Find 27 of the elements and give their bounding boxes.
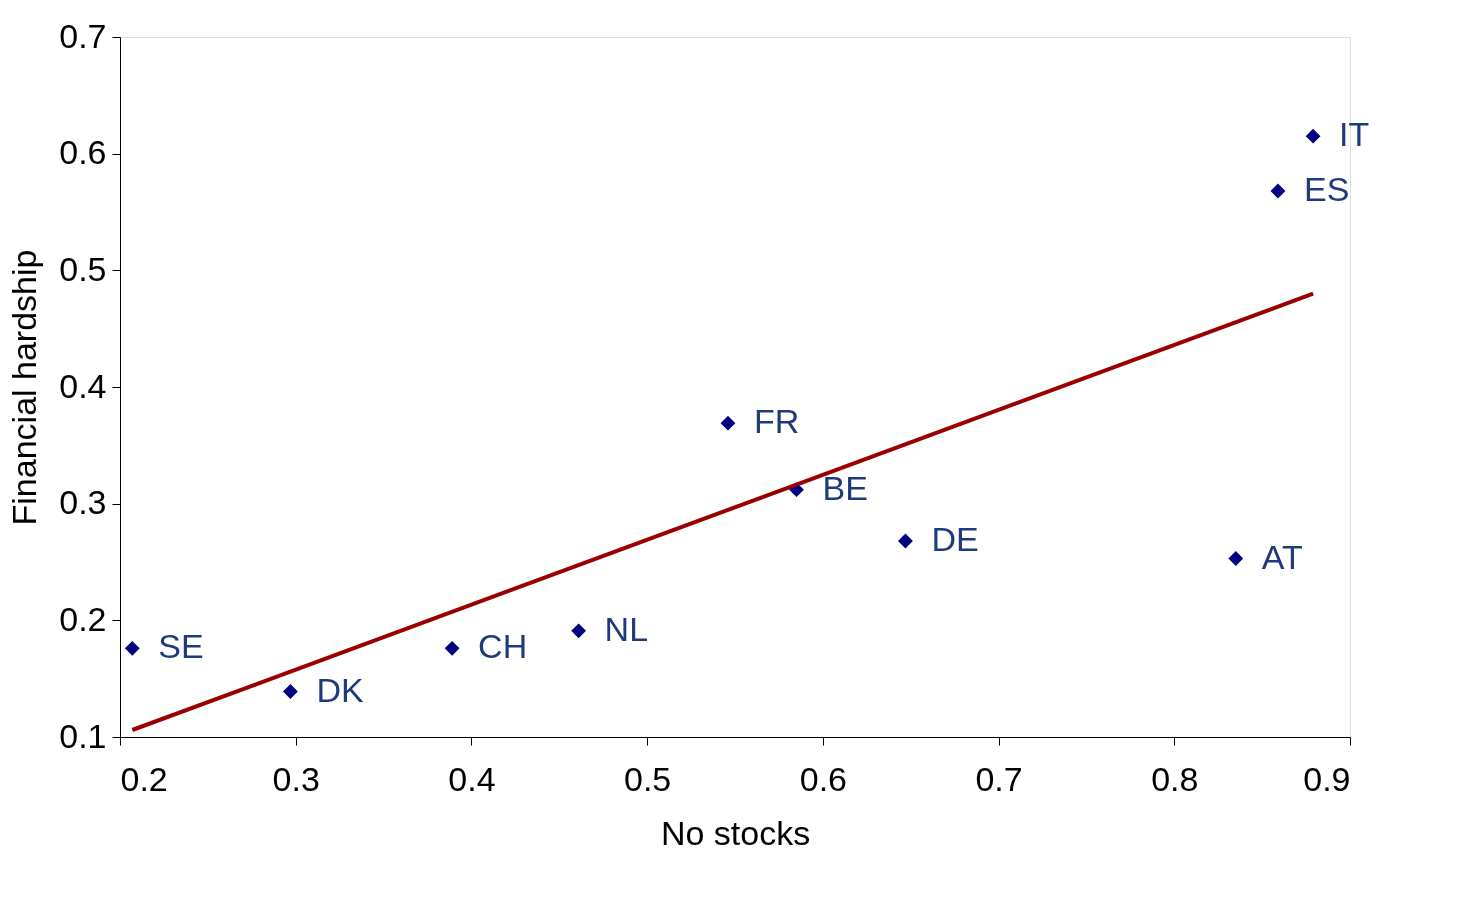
- x-tick-label: 0.9: [1303, 759, 1351, 798]
- annotation: BE: [822, 468, 868, 507]
- annotation: NL: [604, 609, 649, 648]
- annotation: ES: [1303, 170, 1350, 208]
- y-tick-label: 0.4: [59, 366, 107, 405]
- y-tick-label: 0.1: [59, 716, 107, 755]
- annotation: IT: [1339, 115, 1370, 154]
- annotation: CH: [478, 627, 528, 666]
- y-tick-label: 0.7: [59, 16, 107, 55]
- x-tick-label: 0.8: [1151, 759, 1199, 798]
- x-tick-label: 0.4: [448, 759, 496, 798]
- annotation: DK: [316, 670, 364, 709]
- annotation: AT: [1261, 537, 1303, 576]
- annotation: DE: [931, 520, 979, 558]
- x-tick-label: 0.6: [799, 759, 847, 798]
- y-tick-label: 0.6: [59, 133, 107, 172]
- y-axis-title: Financial hardship: [5, 249, 44, 526]
- y-tick-label: 0.5: [59, 249, 107, 288]
- x-axis-title: No stocks: [660, 813, 811, 852]
- y-tick-label: 0.3: [59, 483, 107, 522]
- x-tick-label: 0.2: [120, 759, 168, 798]
- x-tick-label: 0.7: [975, 759, 1023, 798]
- annotation: SE: [158, 627, 204, 666]
- x-tick-label: 0.3: [272, 759, 320, 798]
- x-tick-label: 0.5: [624, 759, 672, 798]
- y-tick-label: 0.2: [59, 599, 107, 638]
- annotation: FR: [753, 402, 800, 441]
